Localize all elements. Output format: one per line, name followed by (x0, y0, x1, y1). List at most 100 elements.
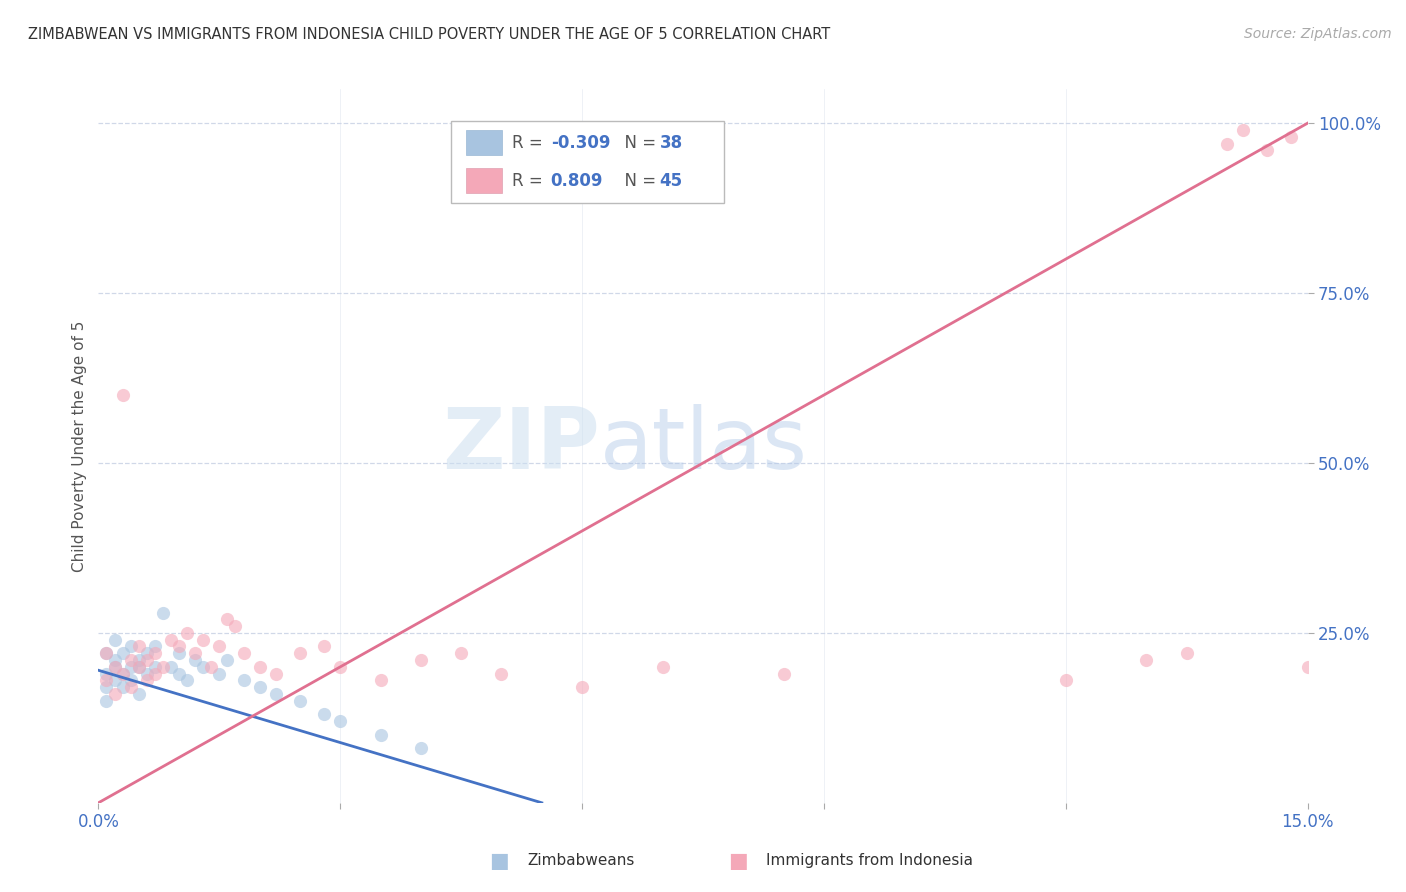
Point (128, 687, 150, 701)
Text: 38: 38 (659, 134, 682, 152)
Point (103, 687, 125, 701)
Point (200, 660, 222, 674)
Point (314, 707, 336, 722)
Text: ZIP: ZIP (443, 404, 600, 488)
Point (264, 687, 287, 701)
Point (1216, 136, 1239, 151)
Text: atlas: atlas (600, 404, 808, 488)
Point (249, 680, 271, 694)
Point (96, 666, 118, 681)
Point (193, 660, 215, 674)
Point (128, 653, 150, 667)
Point (143, 640, 166, 654)
Point (120, 640, 142, 654)
Point (167, 646, 190, 660)
Text: ZIMBABWEAN VS IMMIGRANTS FROM INDONESIA CHILD POVERTY UNDER THE AGE OF 5 CORRELA: ZIMBABWEAN VS IMMIGRANTS FROM INDONESIA … (28, 27, 831, 42)
Text: -0.309: -0.309 (551, 134, 610, 152)
Point (1054, 673, 1077, 688)
Point (370, 728, 392, 742)
Text: R =: R = (512, 134, 548, 152)
Text: 0.809: 0.809 (551, 171, 603, 189)
Point (1256, 144, 1278, 158)
Point (1175, 646, 1198, 660)
Point (160, 632, 183, 647)
Point (135, 666, 157, 681)
Point (103, 632, 125, 647)
Point (96, 694, 118, 708)
Point (370, 673, 392, 688)
Point (208, 666, 231, 681)
FancyBboxPatch shape (451, 121, 724, 203)
Point (120, 660, 142, 674)
Point (120, 673, 142, 688)
Point (1281, 129, 1303, 144)
Point (152, 606, 174, 620)
Point (135, 653, 157, 667)
Point (103, 660, 125, 674)
Point (217, 653, 239, 667)
Point (224, 619, 246, 633)
Point (111, 646, 134, 660)
Point (160, 660, 183, 674)
Point (96, 646, 118, 660)
Point (1296, 660, 1319, 674)
Point (217, 612, 239, 626)
Point (329, 714, 352, 729)
Point (314, 640, 336, 654)
Point (96, 680, 118, 694)
Point (249, 660, 271, 674)
Point (264, 666, 287, 681)
Point (128, 660, 150, 674)
Point (111, 680, 134, 694)
Point (232, 673, 254, 688)
Point (152, 660, 174, 674)
Point (208, 640, 231, 654)
Point (1232, 123, 1254, 137)
Point (103, 653, 125, 667)
Point (288, 694, 311, 708)
Point (571, 680, 593, 694)
Text: Immigrants from Indonesia: Immigrants from Indonesia (766, 854, 973, 868)
Text: Zimbabweans: Zimbabweans (527, 854, 634, 868)
Point (167, 640, 190, 654)
Point (409, 741, 432, 756)
Point (288, 646, 311, 660)
Point (103, 660, 125, 674)
Text: ■: ■ (489, 851, 509, 871)
Point (450, 646, 472, 660)
Point (176, 626, 198, 640)
Point (772, 666, 794, 681)
Point (96, 646, 118, 660)
Point (184, 653, 207, 667)
Point (111, 666, 134, 681)
Point (1135, 653, 1157, 667)
Point (193, 632, 215, 647)
Point (409, 653, 432, 667)
Point (103, 673, 125, 688)
Point (491, 666, 513, 681)
Bar (465, 130, 502, 155)
Point (329, 660, 352, 674)
Point (128, 640, 150, 654)
Point (143, 666, 166, 681)
Point (143, 660, 166, 674)
Text: ■: ■ (728, 851, 748, 871)
Point (111, 388, 134, 402)
Point (120, 680, 142, 694)
Point (651, 660, 673, 674)
Text: N =: N = (613, 134, 661, 152)
Point (135, 646, 157, 660)
Bar (465, 168, 502, 193)
Text: 45: 45 (659, 171, 682, 189)
Point (143, 646, 166, 660)
Point (96, 673, 118, 688)
Point (167, 666, 190, 681)
Point (135, 673, 157, 688)
Y-axis label: Child Poverty Under the Age of 5: Child Poverty Under the Age of 5 (72, 320, 87, 572)
Point (120, 653, 142, 667)
Text: R =: R = (512, 171, 553, 189)
Point (184, 646, 207, 660)
Text: N =: N = (613, 171, 661, 189)
Point (111, 666, 134, 681)
Text: Source: ZipAtlas.com: Source: ZipAtlas.com (1244, 27, 1392, 41)
